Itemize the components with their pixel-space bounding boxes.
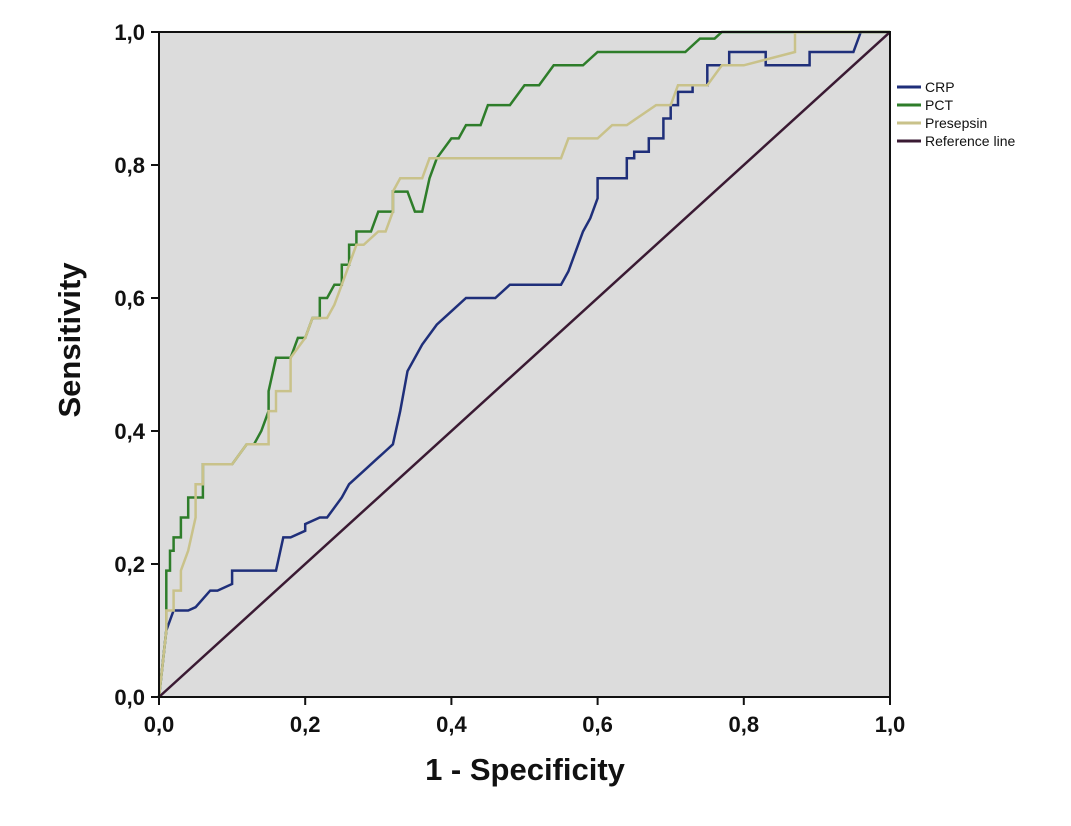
series-line-reference-line	[158, 31, 891, 698]
series-layer	[157, 30, 891, 698]
x-tick-label: 0,2	[290, 712, 321, 737]
legend-label-crp: CRP	[925, 79, 955, 95]
y-axis: 0,0 0,2 0,4 0,6 0,8 1,0	[114, 20, 160, 710]
legend-label-reference-line: Reference line	[925, 133, 1015, 149]
legend-label-presepsin: Presepsin	[925, 115, 987, 131]
x-tick-label: 0,0	[144, 712, 175, 737]
series-line-presepsin	[157, 30, 890, 698]
x-axis: 0,0 0,2 0,4 0,6 0,8 1,0	[144, 696, 906, 737]
x-tick-label: 0,8	[729, 712, 760, 737]
y-tick-label: 1,0	[114, 20, 145, 45]
y-axis-title: Sensitivity	[52, 262, 87, 418]
x-tick-label: 0,4	[436, 712, 467, 737]
y-tick-label: 0,8	[114, 153, 145, 178]
x-tick-label: 1,0	[875, 712, 906, 737]
y-tick-label: 0,2	[114, 552, 145, 577]
y-tick-label: 0,0	[114, 685, 145, 710]
x-tick-label: 0,6	[582, 712, 613, 737]
y-tick-label: 0,6	[114, 286, 145, 311]
legend: CRP PCT Presepsin Reference line	[897, 79, 1015, 149]
x-axis-title: 1 - Specificity	[425, 752, 626, 787]
y-tick-label: 0,4	[114, 419, 145, 444]
legend-label-pct: PCT	[925, 97, 953, 113]
